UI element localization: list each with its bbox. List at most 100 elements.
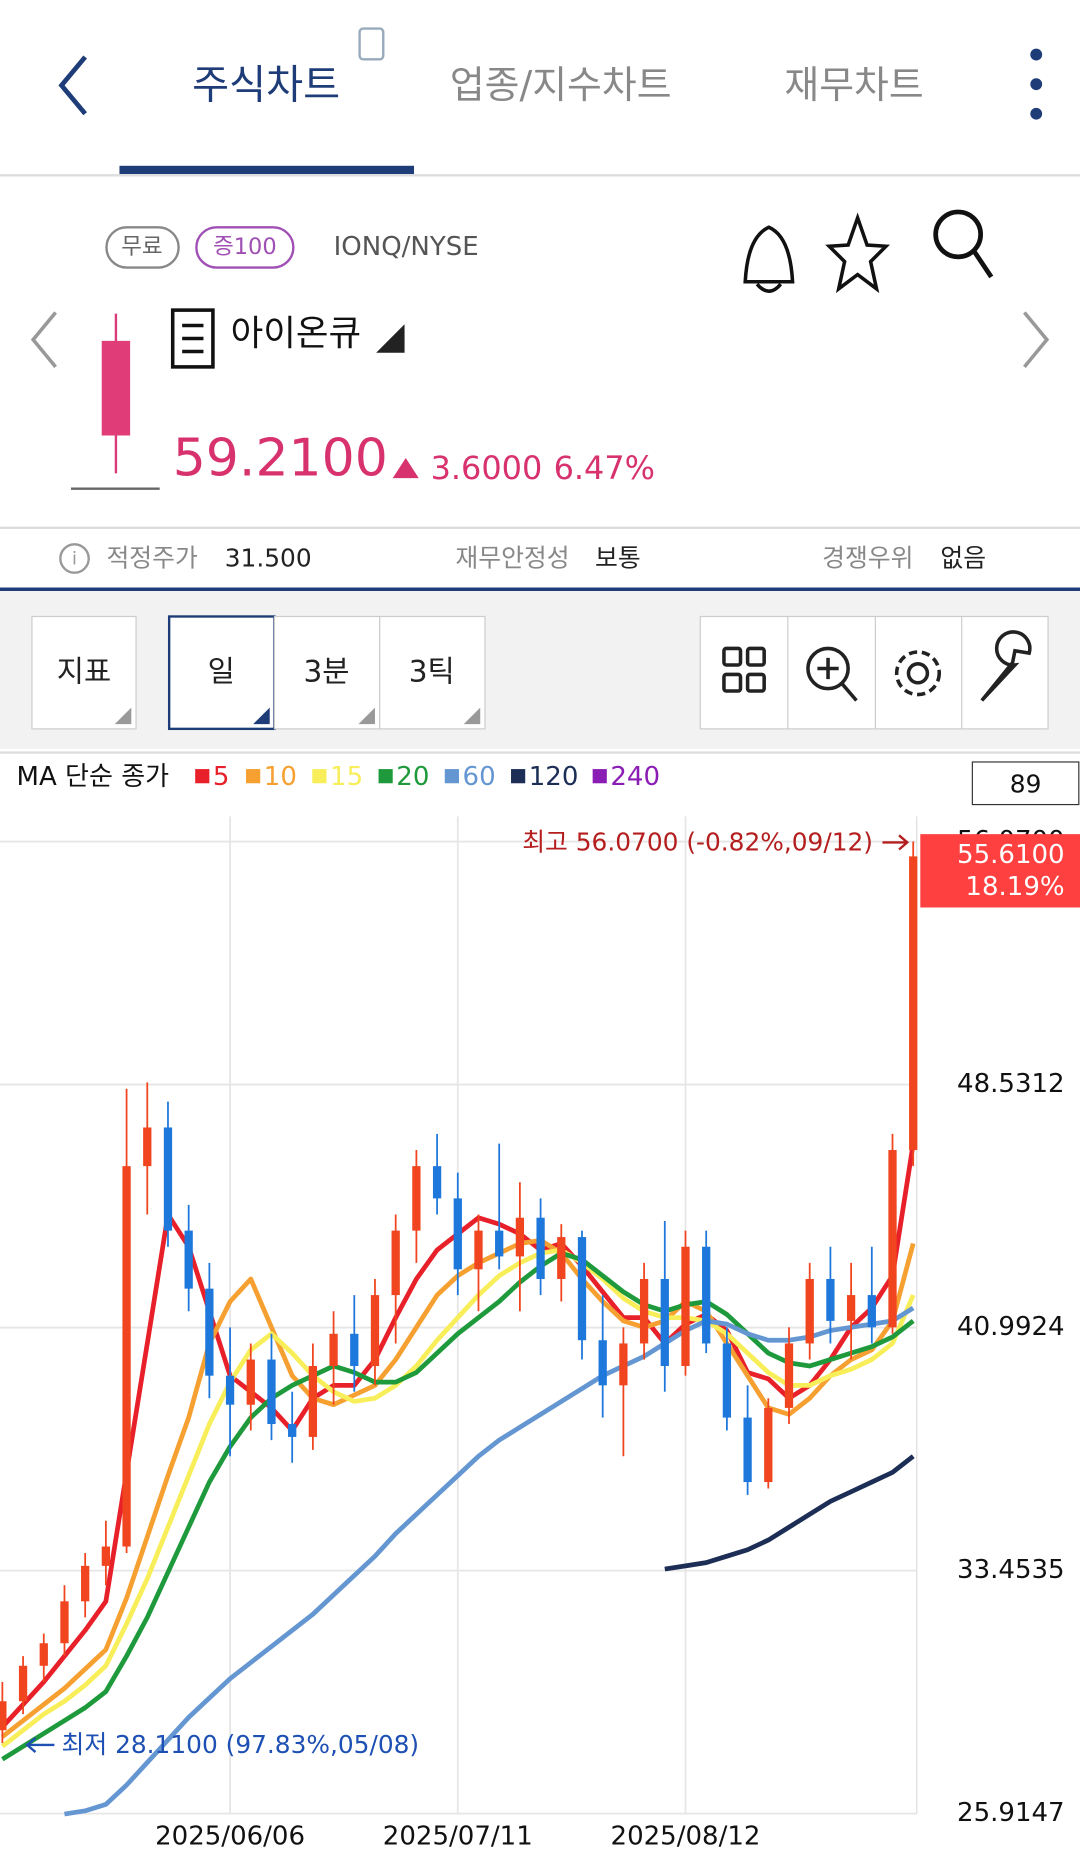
candle-body bbox=[39, 1643, 48, 1666]
candle-body bbox=[370, 1295, 380, 1367]
candle-body bbox=[846, 1295, 856, 1321]
rotate-icon[interactable] bbox=[358, 27, 385, 61]
badge-text: 무료 bbox=[121, 234, 162, 260]
candle-body bbox=[660, 1278, 669, 1367]
legend-title: MA 단순 종가 bbox=[17, 762, 170, 792]
info-value: 보통 bbox=[595, 544, 641, 573]
info-label: 적정주가 bbox=[106, 544, 198, 573]
candle-body bbox=[308, 1366, 318, 1437]
info-value: 없음 bbox=[940, 544, 986, 573]
legend-swatch bbox=[378, 769, 393, 784]
candle-body bbox=[598, 1340, 607, 1386]
next-stock[interactable] bbox=[1023, 311, 1050, 369]
candle-body bbox=[101, 1546, 111, 1566]
badge bbox=[105, 226, 180, 269]
wrench-icon[interactable] bbox=[980, 630, 1032, 702]
candle-body bbox=[805, 1278, 814, 1344]
doc-icon[interactable] bbox=[170, 308, 215, 369]
candle-body bbox=[722, 1343, 732, 1418]
candle-body bbox=[267, 1359, 276, 1425]
menu-dot[interactable] bbox=[1030, 48, 1043, 61]
star-icon[interactable] bbox=[825, 212, 891, 294]
legend-label: 15 bbox=[330, 762, 363, 792]
doc-icon-lines bbox=[182, 323, 204, 354]
count: 89 bbox=[1010, 770, 1042, 799]
y-tick-label: 40.9924 bbox=[957, 1312, 1065, 1342]
legend-label: 60 bbox=[463, 762, 496, 792]
x-tick-label: 2025/07/11 bbox=[383, 1822, 533, 1852]
plot bbox=[0, 816, 918, 1817]
candle-body bbox=[495, 1230, 504, 1257]
candle-body bbox=[557, 1237, 566, 1279]
prev-stock[interactable] bbox=[30, 311, 57, 369]
tab[interactable]: 재무차트 bbox=[784, 63, 923, 107]
legend-swatch bbox=[312, 769, 327, 784]
y-tick-label: 33.4535 bbox=[957, 1555, 1065, 1585]
candle-body bbox=[639, 1278, 649, 1344]
candle-body bbox=[888, 1150, 897, 1328]
candle-body bbox=[0, 1701, 7, 1731]
candle-body bbox=[619, 1343, 628, 1386]
badge-text: 증100 bbox=[213, 234, 277, 260]
corner bbox=[358, 707, 375, 725]
tab-active[interactable]: 주식차트 bbox=[192, 63, 340, 109]
change: 3.6000 bbox=[431, 449, 543, 487]
search-icon[interactable] bbox=[933, 209, 984, 260]
candle-body bbox=[681, 1246, 690, 1367]
ma-line bbox=[1, 1250, 915, 1762]
candle-body bbox=[453, 1198, 462, 1270]
candle-body bbox=[225, 1375, 235, 1405]
candle-body bbox=[184, 1230, 193, 1289]
layout-icon[interactable] bbox=[722, 646, 766, 693]
candle-body bbox=[60, 1601, 69, 1644]
legend-label: 120 bbox=[529, 762, 579, 792]
ma-line bbox=[664, 1454, 915, 1572]
candle-body bbox=[536, 1217, 545, 1279]
info-label: 재무안정성 bbox=[455, 544, 569, 573]
back-button[interactable] bbox=[58, 55, 87, 116]
stock-name[interactable]: 아이온큐 bbox=[231, 313, 362, 354]
candle-body bbox=[205, 1288, 214, 1376]
legend-label: 10 bbox=[264, 762, 297, 792]
price-tag-value: 55.6100 bbox=[957, 840, 1065, 870]
corner bbox=[463, 707, 481, 725]
low-label: 최저 28.1100 (97.83%,05/08) bbox=[62, 1730, 420, 1759]
candle-body bbox=[163, 1127, 173, 1231]
candle-body bbox=[432, 1166, 442, 1199]
candle-body bbox=[329, 1333, 338, 1367]
info-icon[interactable] bbox=[59, 543, 90, 574]
tab[interactable]: 업종/지수차트 bbox=[450, 63, 672, 107]
legend-label: 5 bbox=[213, 762, 230, 792]
up-arrow bbox=[392, 457, 419, 479]
bell-icon[interactable] bbox=[743, 225, 795, 293]
candle-body bbox=[288, 1424, 297, 1437]
button-active[interactable] bbox=[167, 615, 276, 731]
menu-dot bbox=[1030, 78, 1043, 91]
candle-body bbox=[867, 1295, 876, 1328]
candle-body bbox=[391, 1230, 400, 1296]
tab-indicator bbox=[119, 165, 415, 175]
high-arrow bbox=[882, 834, 910, 851]
zoom-icon[interactable] bbox=[806, 646, 858, 702]
legend-swatch bbox=[444, 769, 459, 784]
button[interactable] bbox=[273, 615, 381, 730]
info-icon-i: i bbox=[72, 550, 77, 570]
candle-body bbox=[350, 1333, 359, 1367]
candle-body bbox=[246, 1359, 255, 1405]
button-label: 3틱 bbox=[409, 655, 455, 689]
candle-body bbox=[143, 1127, 152, 1167]
mini-candle bbox=[101, 340, 131, 436]
button-label: 지표 bbox=[57, 655, 111, 689]
info-label: 경쟁우위 bbox=[822, 544, 913, 573]
badge bbox=[195, 226, 295, 269]
button[interactable] bbox=[379, 615, 486, 730]
candle-body bbox=[702, 1246, 711, 1344]
legend-label: 240 bbox=[610, 762, 660, 792]
ticker: IONQ/NYSE bbox=[334, 232, 479, 262]
low-arrow bbox=[25, 1736, 55, 1753]
candle-body bbox=[18, 1665, 28, 1702]
button[interactable] bbox=[31, 615, 137, 730]
settings-icon[interactable] bbox=[894, 650, 942, 697]
button-label: 3분 bbox=[303, 655, 349, 689]
